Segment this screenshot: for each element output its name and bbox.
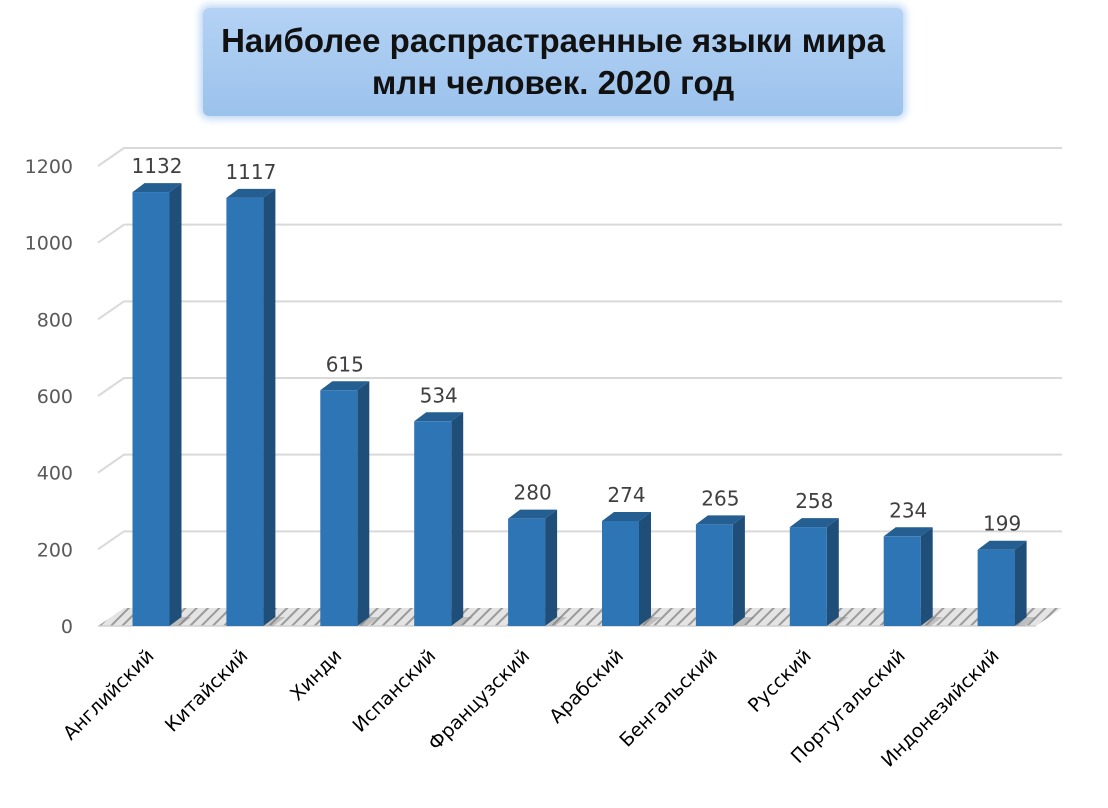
bar-top xyxy=(414,412,464,422)
bar-value-label: 258 xyxy=(795,489,833,513)
bar-side xyxy=(169,183,182,627)
bar-value-label: 1117 xyxy=(225,160,276,184)
bar-value-label: 1132 xyxy=(132,154,183,178)
bar-shadow xyxy=(732,617,755,626)
x-axis-categories: Английский Китайский Хинди ИспанскийФранцуз… xyxy=(59,645,1004,772)
bar-top xyxy=(226,188,276,198)
bar-value-label: 199 xyxy=(983,512,1021,536)
chart-title-box: Наиболее распрастраенные языки мира млн … xyxy=(203,8,903,116)
y-tick-label: 800 xyxy=(37,309,73,331)
bar xyxy=(414,421,452,626)
bar-top xyxy=(602,511,651,521)
grid-line xyxy=(97,530,1062,551)
bar-side xyxy=(639,511,651,626)
x-category-label: Арабский xyxy=(545,645,628,728)
y-tick-label: 200 xyxy=(37,539,73,561)
grid-line xyxy=(97,453,1062,474)
bar-top xyxy=(695,515,745,525)
bar-side xyxy=(732,515,745,626)
bar-shadow xyxy=(263,617,286,626)
bar-side xyxy=(263,188,276,627)
bar-shadow xyxy=(826,617,849,626)
y-tick-label: 1200 xyxy=(25,156,73,178)
bar-shadow xyxy=(1014,617,1037,626)
chart-title-line-2: млн человек. 2020 год xyxy=(371,64,735,101)
bar-shadow xyxy=(357,617,380,626)
bar-shadow xyxy=(451,617,474,626)
bar-value-label: 615 xyxy=(326,352,364,376)
grid-line xyxy=(97,223,1062,244)
bar xyxy=(132,192,170,627)
bar-side xyxy=(451,412,464,626)
bar-top xyxy=(883,527,933,537)
bar-group: 615 xyxy=(320,352,380,626)
y-tick-label: 400 xyxy=(37,463,73,485)
bar-top xyxy=(977,540,1027,550)
x-category-label: Русский xyxy=(744,645,816,717)
bar-group: 258 xyxy=(789,489,849,626)
bar-group: 274 xyxy=(602,483,661,626)
bar xyxy=(695,524,733,626)
bar-group: 234 xyxy=(883,498,943,626)
bar-side xyxy=(1014,540,1027,626)
bar xyxy=(320,390,358,626)
y-tick-label: 0 xyxy=(61,616,73,638)
bar-side xyxy=(920,527,933,626)
bar-group: 265 xyxy=(695,486,755,626)
bar-group: 534 xyxy=(414,383,474,626)
bar-group: 280 xyxy=(508,481,568,626)
bar-value-label: 534 xyxy=(420,383,458,407)
bar-top xyxy=(508,509,558,519)
bar-top xyxy=(789,518,839,528)
grid-line xyxy=(97,300,1062,321)
y-tick-label: 600 xyxy=(37,386,73,408)
bar-value-label: 280 xyxy=(514,481,552,505)
grid-lines xyxy=(97,147,1062,551)
bar-group: 199 xyxy=(977,512,1037,626)
bar-top xyxy=(132,183,182,193)
bar-shadow xyxy=(639,617,661,626)
bar-side xyxy=(826,518,839,626)
bar xyxy=(883,536,921,626)
y-tick-label: 1000 xyxy=(25,233,73,255)
bar xyxy=(977,549,1015,626)
bar xyxy=(226,197,264,627)
grid-line xyxy=(97,147,1062,167)
x-category-label: Китайский xyxy=(161,645,253,737)
grid-line xyxy=(97,377,1062,397)
x-category-label: Испанский xyxy=(348,645,440,737)
bar-shadow xyxy=(920,617,943,626)
bars: 1132 1117 615 534 280 274 265 258 234 199 xyxy=(132,154,1037,627)
bar-group: 1132 xyxy=(132,154,192,627)
y-axis-ticks: 0 200 400 600 800 1000 1200 xyxy=(25,156,73,638)
bar-value-label: 265 xyxy=(701,486,739,510)
bar-top xyxy=(320,381,370,391)
x-category-label: Английский xyxy=(59,645,159,745)
chart-title-line-1: Наиболее распрастраенные языки мира xyxy=(221,22,885,59)
x-category-label: Хинди xyxy=(286,645,346,705)
bar-value-label: 274 xyxy=(607,483,645,507)
bar-group: 1117 xyxy=(225,160,286,627)
bar xyxy=(789,527,827,626)
bar-shadow xyxy=(545,617,568,626)
bar xyxy=(602,520,639,626)
bar-shadow xyxy=(169,617,192,626)
x-category-label: Французский xyxy=(424,645,534,755)
bar-value-label: 234 xyxy=(889,498,927,522)
x-category-label: Бенгальский xyxy=(615,645,722,752)
bar-side xyxy=(357,381,370,626)
bar-side xyxy=(545,509,558,626)
bar xyxy=(508,518,546,626)
